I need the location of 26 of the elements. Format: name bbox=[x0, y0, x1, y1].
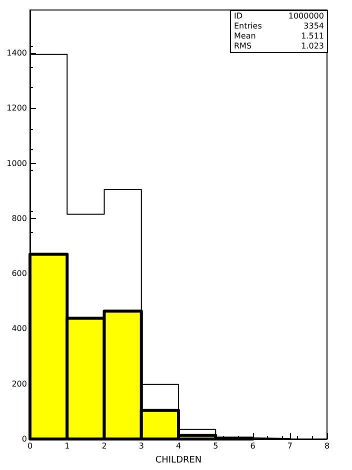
y-tick-label: 0 bbox=[22, 434, 27, 444]
y-tick-label: 600 bbox=[12, 269, 27, 278]
annotation: Entries bbox=[234, 22, 262, 30]
annotation: ID bbox=[234, 12, 243, 20]
annotation: RMS bbox=[234, 42, 252, 50]
y-tick-label: 1000 bbox=[6, 158, 27, 168]
x-tick-label: 3 bbox=[138, 442, 144, 450]
annotation: 3354 bbox=[304, 22, 324, 30]
y-tick-label: 1400 bbox=[6, 48, 27, 58]
annotation: 1.511 bbox=[301, 32, 324, 40]
x-tick-label: 6 bbox=[250, 442, 256, 450]
y-tick-label: 800 bbox=[12, 214, 27, 223]
y-tick-label: 200 bbox=[12, 379, 27, 388]
x-tick-label: 7 bbox=[287, 442, 292, 450]
annotation: 1.023 bbox=[301, 42, 324, 50]
x-tick-label: 0 bbox=[27, 442, 33, 450]
x-tick-label: 8 bbox=[324, 442, 330, 450]
y-tick-label: 1200 bbox=[6, 104, 27, 113]
y-tick-label: 400 bbox=[12, 324, 27, 334]
x-axis-title: CHILDREN bbox=[155, 456, 202, 466]
x-tick-label: 1 bbox=[64, 442, 70, 450]
annotation: 1000000 bbox=[288, 12, 324, 20]
annotation: Mean bbox=[234, 32, 256, 40]
x-tick-label: 2 bbox=[102, 442, 107, 450]
x-tick-label: 4 bbox=[176, 442, 182, 450]
x-tick-label: 5 bbox=[213, 442, 218, 450]
